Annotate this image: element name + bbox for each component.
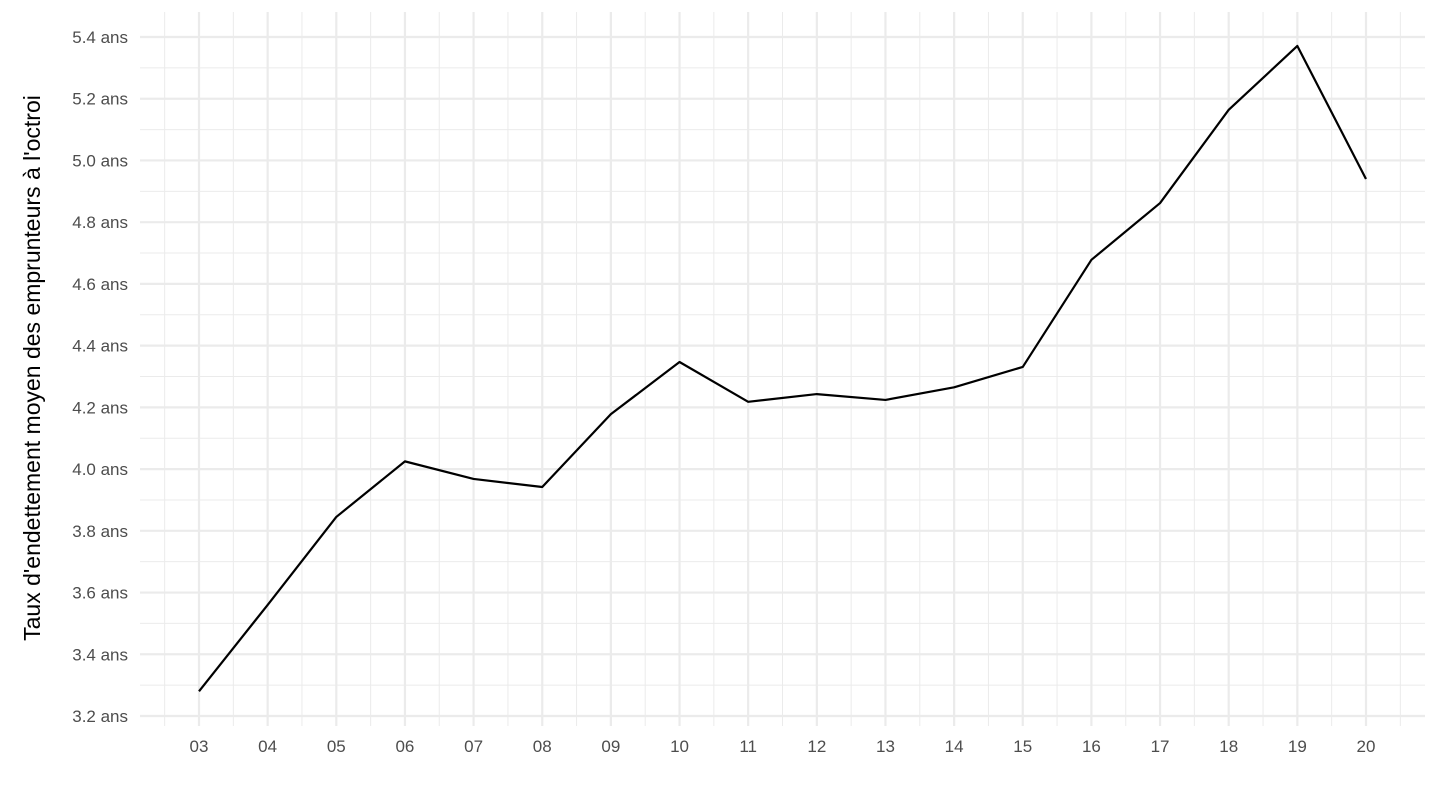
x-tick-label: 18 bbox=[1219, 737, 1238, 756]
x-tick-label: 14 bbox=[945, 737, 964, 756]
y-tick-label: 5.0 ans bbox=[72, 151, 128, 170]
x-tick-label: 03 bbox=[190, 737, 209, 756]
y-tick-label: 3.8 ans bbox=[72, 522, 128, 541]
y-tick-label: 5.2 ans bbox=[72, 90, 128, 109]
x-tick-label: 17 bbox=[1151, 737, 1170, 756]
x-tick-label: 16 bbox=[1082, 737, 1101, 756]
y-axis-label: Taux d'endettement moyen des emprunteurs… bbox=[19, 95, 45, 641]
x-tick-label: 12 bbox=[807, 737, 826, 756]
x-tick-label: 06 bbox=[395, 737, 414, 756]
x-tick-label: 15 bbox=[1013, 737, 1032, 756]
y-tick-label: 4.2 ans bbox=[72, 398, 128, 417]
y-tick-label: 5.4 ans bbox=[72, 28, 128, 47]
x-tick-label: 07 bbox=[464, 737, 483, 756]
x-tick-label: 19 bbox=[1288, 737, 1307, 756]
y-tick-label: 4.0 ans bbox=[72, 460, 128, 479]
x-tick-label: 08 bbox=[533, 737, 552, 756]
y-tick-label: 4.8 ans bbox=[72, 213, 128, 232]
x-tick-label: 20 bbox=[1357, 737, 1376, 756]
x-tick-label: 10 bbox=[670, 737, 689, 756]
y-axis-ticks: 3.2 ans 3.4 ans 3.6 ans 3.8 ans 4.0 ans 4.2 a… bbox=[72, 28, 128, 726]
series-lines bbox=[198, 44, 1367, 692]
y-tick-label: 4.6 ans bbox=[72, 275, 128, 294]
x-axis-ticks: 03 04 05 06 07 08 09 10 11 12 13 14 15 16 17 18 19 20 bbox=[190, 737, 1376, 756]
x-tick-label: 04 bbox=[258, 737, 277, 756]
y-tick-label: 4.4 ans bbox=[72, 337, 128, 356]
x-tick-label: 09 bbox=[601, 737, 620, 756]
y-tick-label: 3.2 ans bbox=[72, 707, 128, 726]
x-tick-label: 13 bbox=[876, 737, 895, 756]
y-tick-label: 3.4 ans bbox=[72, 645, 128, 664]
x-tick-label: 11 bbox=[739, 737, 757, 756]
series-line bbox=[198, 44, 1367, 692]
x-tick-label: 05 bbox=[327, 737, 346, 756]
grid bbox=[140, 12, 1425, 726]
y-tick-label: 3.6 ans bbox=[72, 584, 128, 603]
